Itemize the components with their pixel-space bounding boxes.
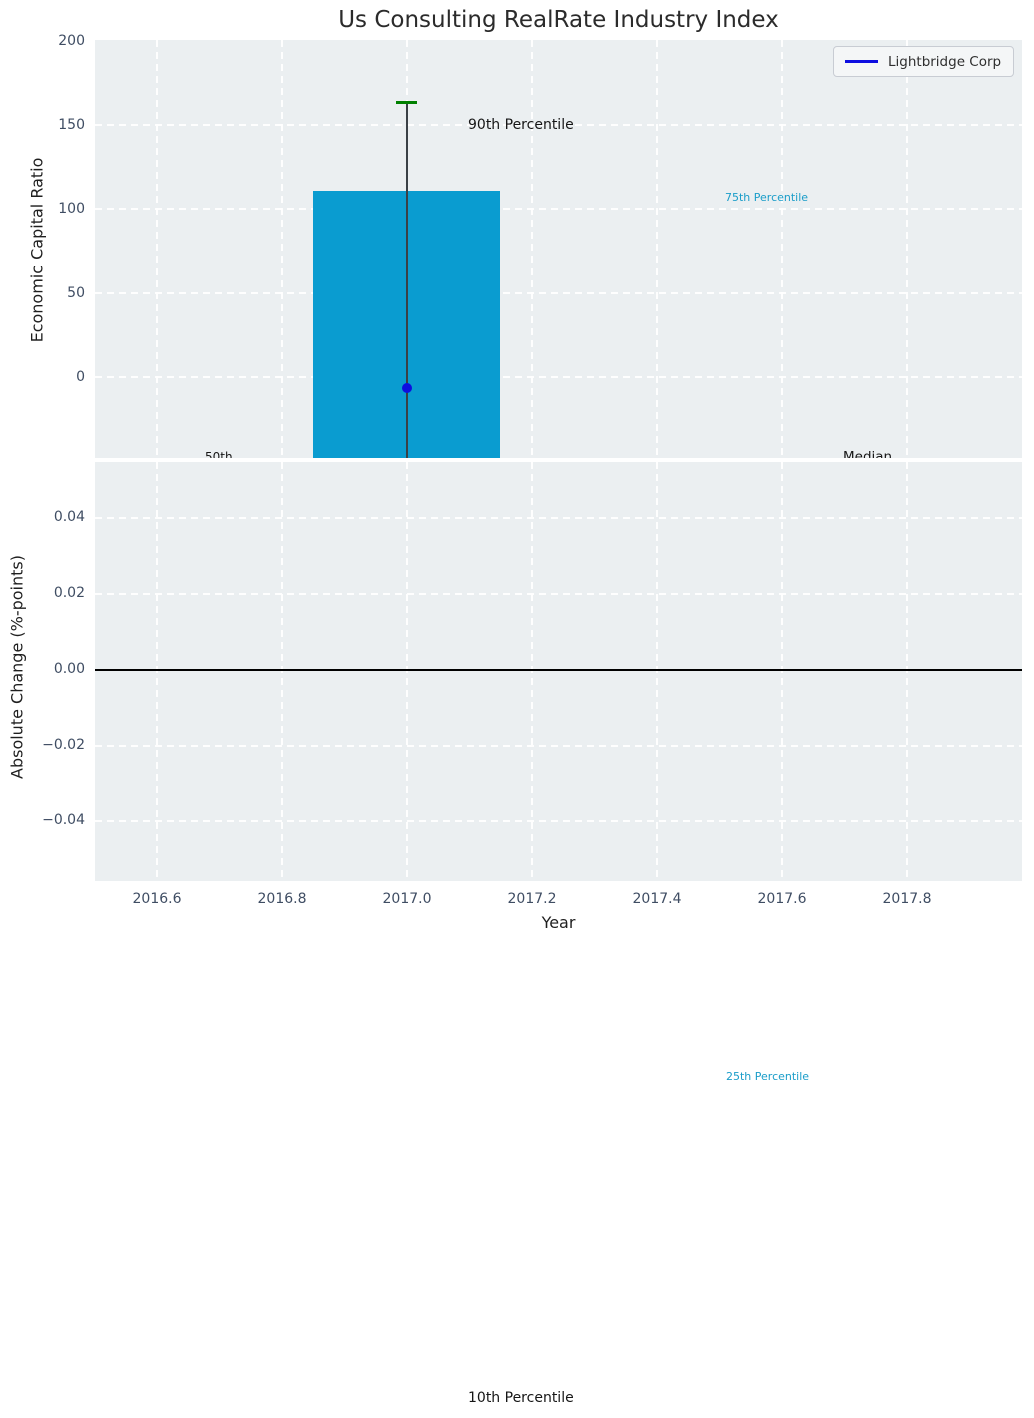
gridline — [156, 462, 158, 881]
y-tick-label: 0 — [76, 369, 85, 385]
x-tick-label: 2017.8 — [882, 891, 932, 907]
p50-annotation-clipped: 50th — [205, 450, 233, 458]
gridline — [906, 40, 908, 458]
legend: Lightbridge Corp — [833, 46, 1014, 77]
top-axes: 90th Percentile 75th Percentile 50th Med… — [95, 40, 1022, 458]
x-tick-label: 2016.6 — [132, 891, 182, 907]
bottom-y-axis-label: Absolute Change (%-points) — [7, 555, 27, 779]
x-tick-label: 2017.2 — [507, 891, 557, 907]
lightbridge-corp-marker — [402, 383, 412, 393]
gridline — [656, 40, 658, 458]
y-tick-label: 0.02 — [53, 585, 85, 601]
gridline — [781, 40, 783, 458]
gridline — [95, 292, 1022, 294]
gridline — [95, 124, 1022, 126]
x-tick-label: 2017.4 — [632, 891, 682, 907]
y-tick-label: 200 — [58, 33, 85, 49]
gridline — [95, 208, 1022, 210]
x-tick-label: 2017.6 — [757, 891, 807, 907]
gridline — [906, 462, 908, 881]
gridline — [656, 462, 658, 881]
p10-annotation: 10th Percentile — [468, 1390, 574, 1406]
gridline — [95, 376, 1022, 378]
x-axis-label: Year — [541, 913, 576, 932]
p25-annotation: 25th Percentile — [726, 1070, 810, 1083]
gridline — [95, 820, 1022, 822]
p75-annotation: 75th Percentile — [725, 191, 809, 204]
error-bar-line — [406, 103, 408, 458]
legend-label: Lightbridge Corp — [888, 53, 1002, 70]
y-tick-label: 150 — [58, 117, 85, 133]
top-y-axis-label: Economic Capital Ratio — [27, 157, 47, 343]
y-tick-label: 50 — [67, 285, 85, 301]
gridline — [281, 462, 283, 881]
zero-change-line — [95, 669, 1022, 671]
y-tick-label: 0.04 — [53, 509, 85, 525]
gridline — [95, 517, 1022, 519]
gridline — [781, 462, 783, 881]
x-tick-label: 2016.8 — [257, 891, 307, 907]
p90-annotation: 90th Percentile — [468, 117, 574, 133]
gridline — [406, 462, 408, 881]
bottom-axes — [95, 462, 1022, 881]
y-tick-label: 0.00 — [53, 661, 85, 677]
y-tick-label: 100 — [58, 201, 85, 217]
y-tick-label: −0.02 — [42, 737, 85, 753]
p90-cap-tick — [396, 101, 417, 104]
y-tick-label: −0.04 — [42, 812, 85, 828]
x-tick-label: 2017.0 — [382, 891, 432, 907]
gridline — [531, 40, 533, 458]
gridline — [156, 40, 158, 458]
gridline — [281, 40, 283, 458]
median-annotation-clipped: Median — [843, 449, 893, 458]
gridline — [531, 462, 533, 881]
gridline — [95, 593, 1022, 595]
chart-title: Us Consulting RealRate Industry Index — [338, 7, 779, 33]
legend-line-sample — [845, 59, 878, 64]
gridline — [95, 745, 1022, 747]
